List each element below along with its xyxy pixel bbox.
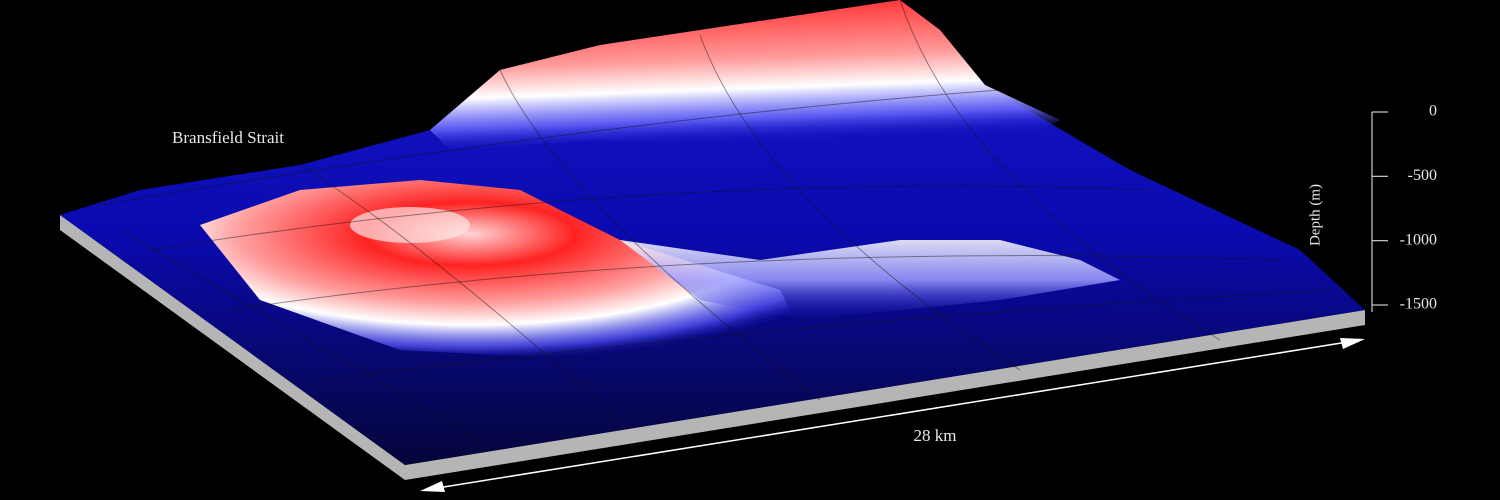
mesh-line xyxy=(319,289,1331,381)
mesh-line xyxy=(149,185,1151,251)
shelf-ridge xyxy=(430,0,1060,150)
arrow-head xyxy=(420,481,445,492)
mesh-line xyxy=(99,89,1001,206)
region-label: Bransfield Strait xyxy=(172,128,284,147)
mesh-lines xyxy=(99,0,1331,441)
scale-arrow xyxy=(424,339,1361,491)
scale-label: 28 km xyxy=(914,426,957,445)
mesh-line xyxy=(499,69,821,401)
depth-tick-label: -1500 xyxy=(1400,296,1437,313)
mesh-line xyxy=(229,255,1281,311)
arrow-head xyxy=(1340,338,1365,349)
seafloor-surface xyxy=(60,0,1365,465)
axis-title: Depth (m) xyxy=(1307,184,1323,246)
depth-tick-label: 0 xyxy=(1429,103,1437,120)
mesh-line xyxy=(699,34,1021,371)
mesh-line xyxy=(119,229,481,441)
crater xyxy=(350,207,470,243)
depth-tick-label: -500 xyxy=(1408,167,1437,184)
terrain-base xyxy=(60,215,1365,480)
depth-tick-label: -1000 xyxy=(1400,231,1437,248)
mesh-line xyxy=(299,164,621,421)
seamount-chain xyxy=(620,240,1120,320)
mesh-line xyxy=(899,0,1221,341)
